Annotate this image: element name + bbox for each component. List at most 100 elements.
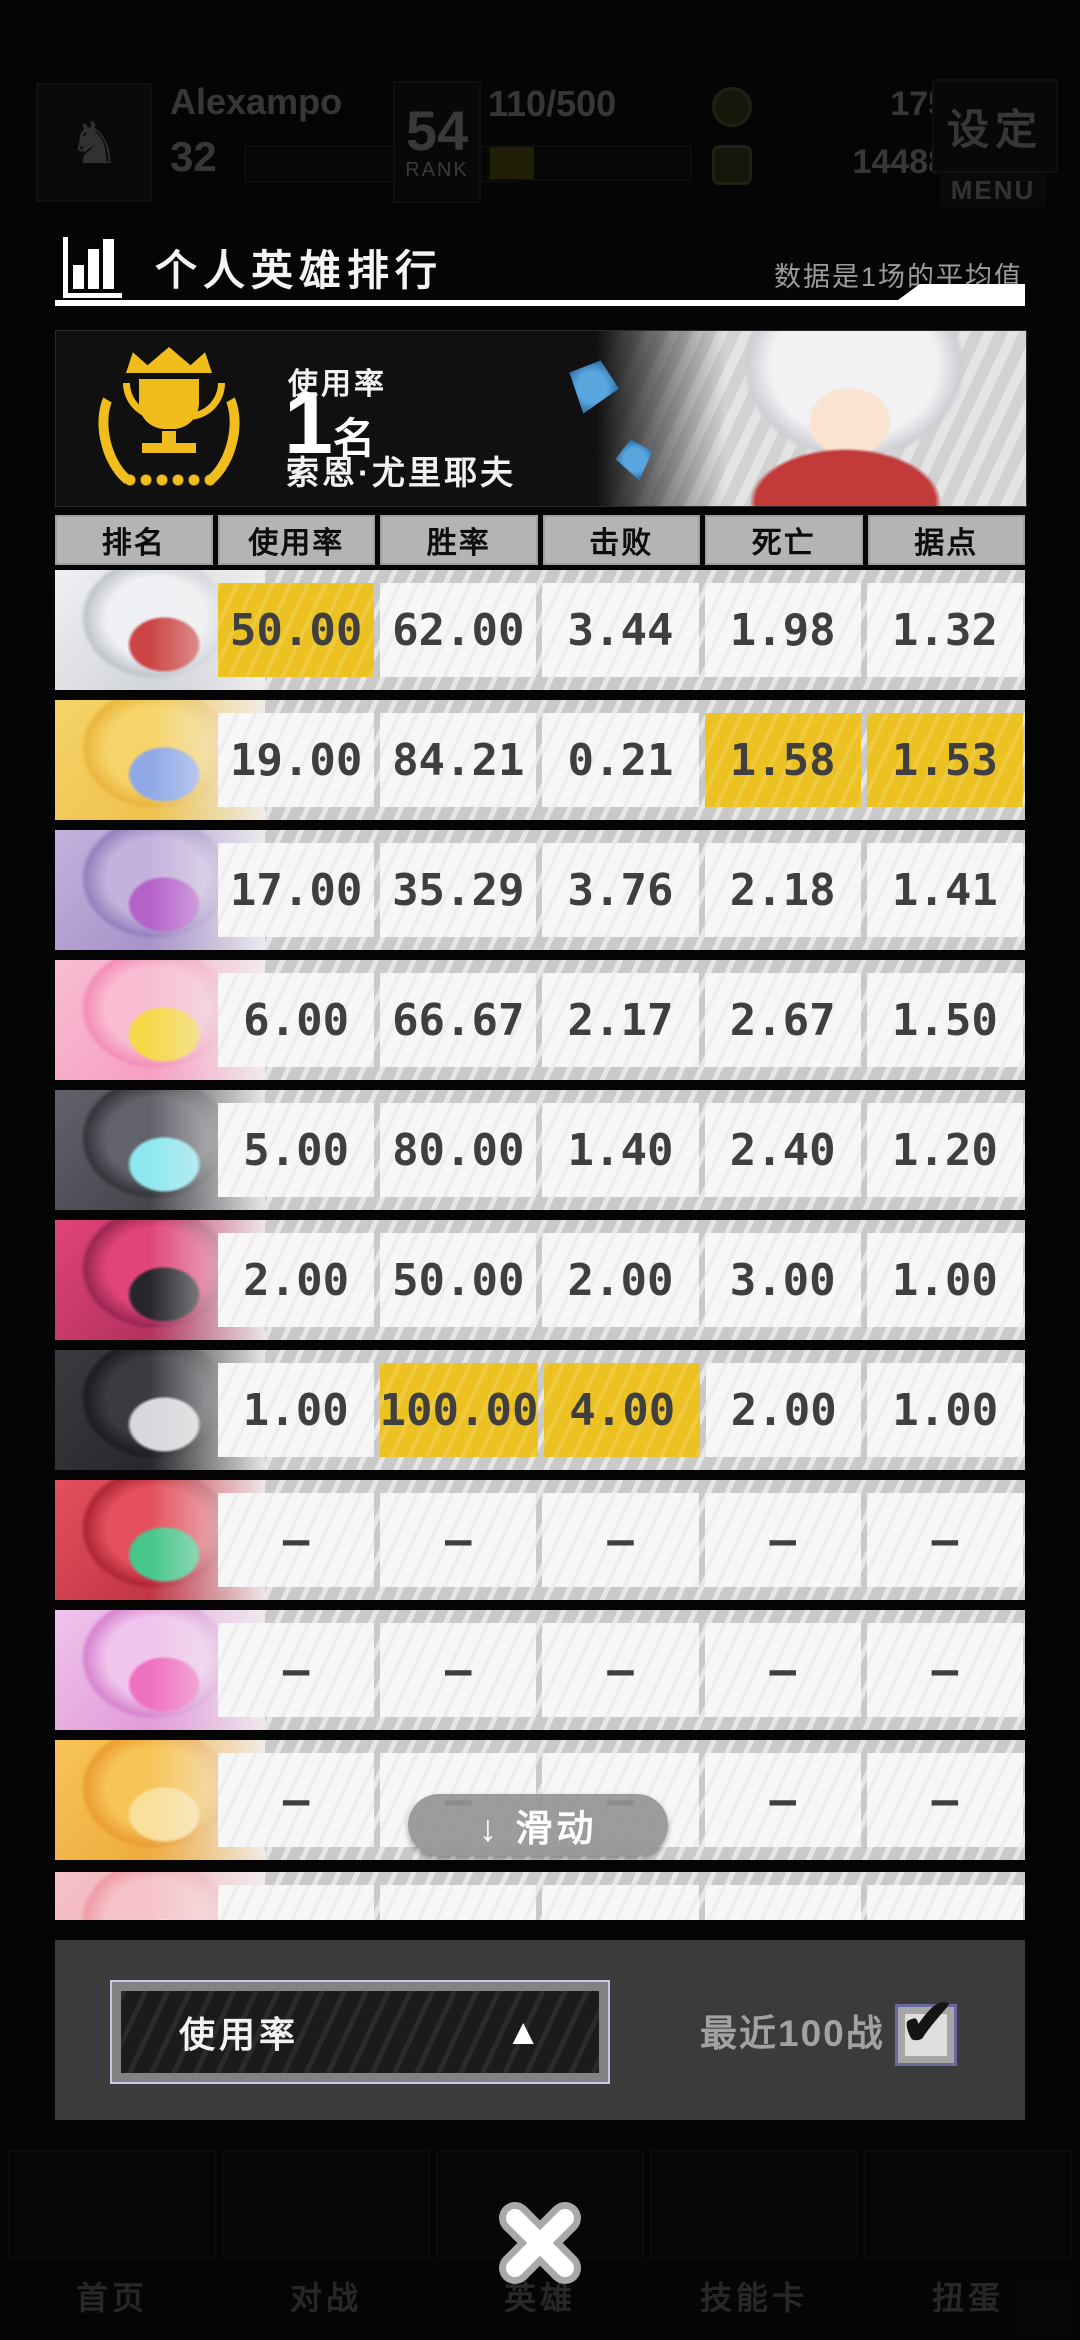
stat-cell: – xyxy=(704,1493,861,1587)
stat-cell: 35.29 xyxy=(380,843,537,937)
gold-coin-icon xyxy=(712,87,752,127)
nav-tab-对战: 对战 xyxy=(222,2150,430,2335)
stat-cell: 6.00 xyxy=(218,973,375,1067)
stat-cell: – xyxy=(218,1753,375,1847)
sort-dropdown[interactable]: 使用率 ▲ xyxy=(110,1980,610,2084)
stat-cell: 1.50 xyxy=(866,973,1023,1067)
stat-cell: 19.00 xyxy=(218,713,375,807)
player-name: Alexampo xyxy=(170,81,343,122)
chevron-up-icon: ▲ xyxy=(505,2011,541,2052)
banner-rank-number: 1 xyxy=(284,373,333,472)
nav-tab-技能卡: 技能卡 xyxy=(650,2150,858,2335)
recent-battles-label: 最近100战 xyxy=(700,2013,885,2054)
gem-amount: 144884 xyxy=(852,143,966,181)
stat-cell: 1.58 xyxy=(704,713,861,807)
column-header-cell: 排名 xyxy=(55,515,213,565)
stat-cell: 2.67 xyxy=(704,973,861,1067)
ranking-table-body: 50.00 62.00 3.44 1.98 1.32 19.00 84.21 0.21 1.58… xyxy=(55,570,1025,1920)
stat-cell: 2.00 xyxy=(218,1233,375,1327)
table-row[interactable]: 2.00 50.00 2.00 3.00 1.00 xyxy=(55,1220,1025,1340)
stat-cell: 2.17 xyxy=(542,973,699,1067)
nav-tab-英雄: 英雄 xyxy=(436,2150,644,2335)
table-row[interactable]: 1.00 100.00 4.00 2.00 1.00 xyxy=(55,1350,1025,1470)
banner-stat-label: 使用率 xyxy=(288,368,387,401)
settings-button: 设定 xyxy=(932,79,1058,173)
panel-header: 个人英雄排行 数据是1场的平均值 xyxy=(55,237,1025,300)
stat-cell: 1.00 xyxy=(218,1363,374,1457)
stat-cell: – xyxy=(866,1753,1023,1847)
scroll-hint-button[interactable]: ↓ 滑动 xyxy=(408,1794,668,1856)
table-row[interactable]: 5.00 80.00 1.40 2.40 1.20 xyxy=(55,1090,1025,1210)
table-row[interactable] xyxy=(55,1872,1025,1920)
banner-rank-unit: 名 xyxy=(332,415,375,462)
banner-rank: 1名 xyxy=(284,379,375,467)
stat-cell: 50.00 xyxy=(380,1233,537,1327)
stat-cell: – xyxy=(380,1623,537,1717)
stat-cell: 1.40 xyxy=(542,1103,699,1197)
stat-cell: – xyxy=(866,1623,1023,1717)
hero-portrait xyxy=(596,331,1026,506)
stat-cell: – xyxy=(704,1753,861,1847)
dimmed-bottom-nav: 首页 对战 英雄 技能卡 扭蛋 xyxy=(0,2150,1080,2335)
nav-tab-首页: 首页 xyxy=(8,2150,216,2335)
close-button[interactable] xyxy=(493,2196,587,2290)
table-row[interactable]: 6.00 66.67 2.17 2.67 1.50 xyxy=(55,960,1025,1080)
stat-cell: 3.44 xyxy=(542,583,699,677)
stat-cell: 0.21 xyxy=(542,713,699,807)
nav-tab-icon xyxy=(222,2150,430,2259)
rank-progress-text: 110/500 xyxy=(488,83,617,124)
table-row[interactable]: ––––– xyxy=(55,1610,1025,1730)
column-header-cell: 击败 xyxy=(542,515,700,565)
dimmed-status-bar: ♞ Alexampo 32 54 RANK 110/500 1753 14488… xyxy=(0,75,1080,207)
stat-cell: 80.00 xyxy=(380,1103,537,1197)
nav-tab-扭蛋: 扭蛋 xyxy=(864,2150,1072,2335)
nav-tab-label: 英雄 xyxy=(436,2263,644,2329)
stat-cell: 4.00 xyxy=(544,1363,700,1457)
nav-tab-icon xyxy=(864,2150,1072,2259)
top-rank-banner: 使用率 1名 索恩·尤里耶夫 xyxy=(55,330,1027,507)
gem-icon xyxy=(712,145,752,185)
stat-cell: 5.00 xyxy=(218,1103,375,1197)
stat-cell: 2.00 xyxy=(542,1233,699,1327)
stat-cell: – xyxy=(542,1623,699,1717)
nav-tab-label: 技能卡 xyxy=(650,2263,858,2329)
stat-cell: – xyxy=(218,1493,375,1587)
stat-cell: 66.67 xyxy=(380,973,537,1067)
table-row[interactable]: 17.00 35.29 3.76 2.18 1.41 xyxy=(55,830,1025,950)
stat-cell: 1.98 xyxy=(704,583,861,677)
stat-cell: 2.40 xyxy=(704,1103,861,1197)
table-row[interactable]: 50.00 62.00 3.44 1.98 1.32 xyxy=(55,570,1025,690)
table-row[interactable]: ––––– xyxy=(55,1480,1025,1600)
close-icon xyxy=(499,2202,581,2284)
rank-badge: 54 RANK xyxy=(393,81,481,203)
header-notch xyxy=(890,284,1025,306)
bar-chart-icon xyxy=(63,237,122,298)
nav-tab-label: 对战 xyxy=(222,2263,430,2329)
stat-cell: 50.00 xyxy=(218,583,375,677)
stat-cell: 1.41 xyxy=(866,843,1023,937)
stat-cell xyxy=(542,1885,699,1920)
stat-cell xyxy=(218,1885,375,1920)
nav-tab-label: 扭蛋 xyxy=(864,2263,1072,2329)
recent-battles-checkbox[interactable]: ✔ xyxy=(895,1989,957,2066)
gold-amount: 1753 xyxy=(890,85,966,123)
column-header-cell: 胜率 xyxy=(380,515,538,565)
rank-progress-bar xyxy=(488,145,692,181)
nav-tab-icon xyxy=(650,2150,858,2259)
table-row[interactable]: 19.00 84.21 0.21 1.58 1.53 xyxy=(55,700,1025,820)
checkmark-icon: ✔ xyxy=(900,1985,956,2059)
sort-dropdown-value: 使用率 xyxy=(179,2014,300,2055)
column-header-cell: 据点 xyxy=(867,515,1025,565)
column-header-cell: 死亡 xyxy=(705,515,863,565)
stat-cell xyxy=(380,1885,537,1920)
nav-tab-icon xyxy=(8,2150,216,2259)
stat-cell: 62.00 xyxy=(380,583,537,677)
player-level: 32 xyxy=(170,133,217,180)
stat-cell: – xyxy=(218,1623,375,1717)
stat-cell: 1.00 xyxy=(866,1233,1023,1327)
stat-cell: 1.00 xyxy=(867,1363,1023,1457)
page-title: 个人英雄排行 xyxy=(155,247,444,294)
stat-cell: 3.00 xyxy=(704,1233,861,1327)
player-avatar: ♞ xyxy=(36,83,152,202)
